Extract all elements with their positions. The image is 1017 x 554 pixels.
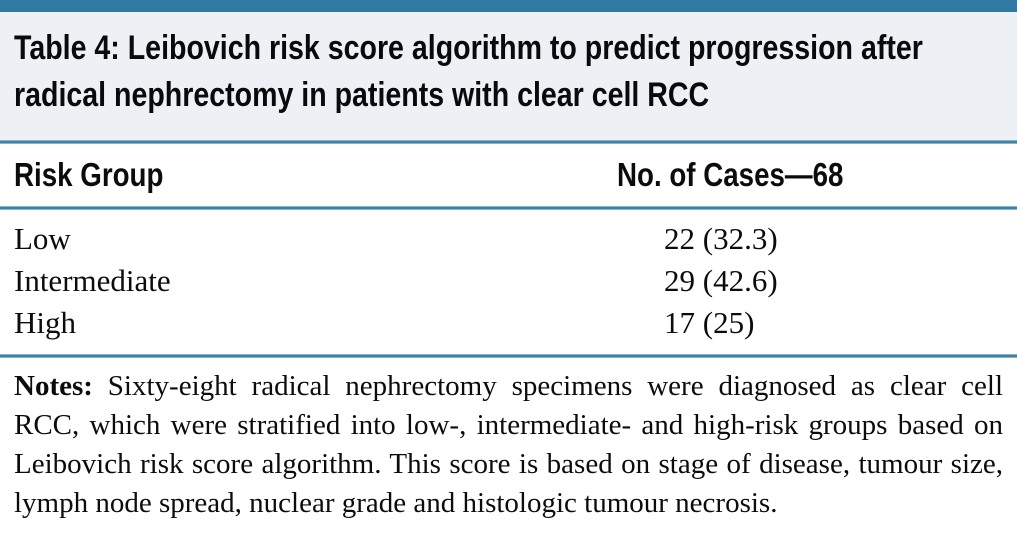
row-label-intermediate: Intermediate bbox=[14, 263, 171, 298]
table-title: Table 4: Leibovich risk score algorithm … bbox=[14, 25, 1003, 119]
table-row: Low 22 (32.3) bbox=[0, 218, 1017, 260]
divider-below-header bbox=[0, 206, 1017, 210]
row-label-low: Low bbox=[14, 221, 71, 256]
table-header-row: Risk Group No. of Cases—68 bbox=[0, 144, 1017, 206]
table-title-band: Table 4: Leibovich risk score algorithm … bbox=[0, 12, 1017, 140]
row-label-high: High bbox=[14, 305, 76, 340]
row-value-high: 17 (25) bbox=[664, 305, 755, 340]
table-body: Low 22 (32.3) Intermediate 29 (42.6) Hig… bbox=[0, 210, 1017, 354]
divider-below-title bbox=[0, 140, 1017, 144]
table-row: Intermediate 29 (42.6) bbox=[0, 260, 1017, 302]
column-header-risk-group: Risk Group bbox=[14, 156, 164, 193]
column-header-cases: No. of Cases—68 bbox=[617, 156, 844, 193]
divider-above-notes bbox=[0, 354, 1017, 358]
notes-text: Sixty-eight radical nephrectomy specimen… bbox=[14, 370, 1004, 519]
top-accent-bar bbox=[0, 0, 1017, 12]
table-row: High 17 (25) bbox=[0, 302, 1017, 344]
notes-label: Notes: bbox=[14, 370, 93, 402]
table-title-text: Table 4: Leibovich risk score algorithm … bbox=[14, 29, 923, 114]
table-notes: Notes: Sixty-eight radical nephrectomy s… bbox=[0, 358, 1017, 523]
row-value-intermediate: 29 (42.6) bbox=[664, 263, 778, 298]
row-value-low: 22 (32.3) bbox=[664, 221, 778, 256]
